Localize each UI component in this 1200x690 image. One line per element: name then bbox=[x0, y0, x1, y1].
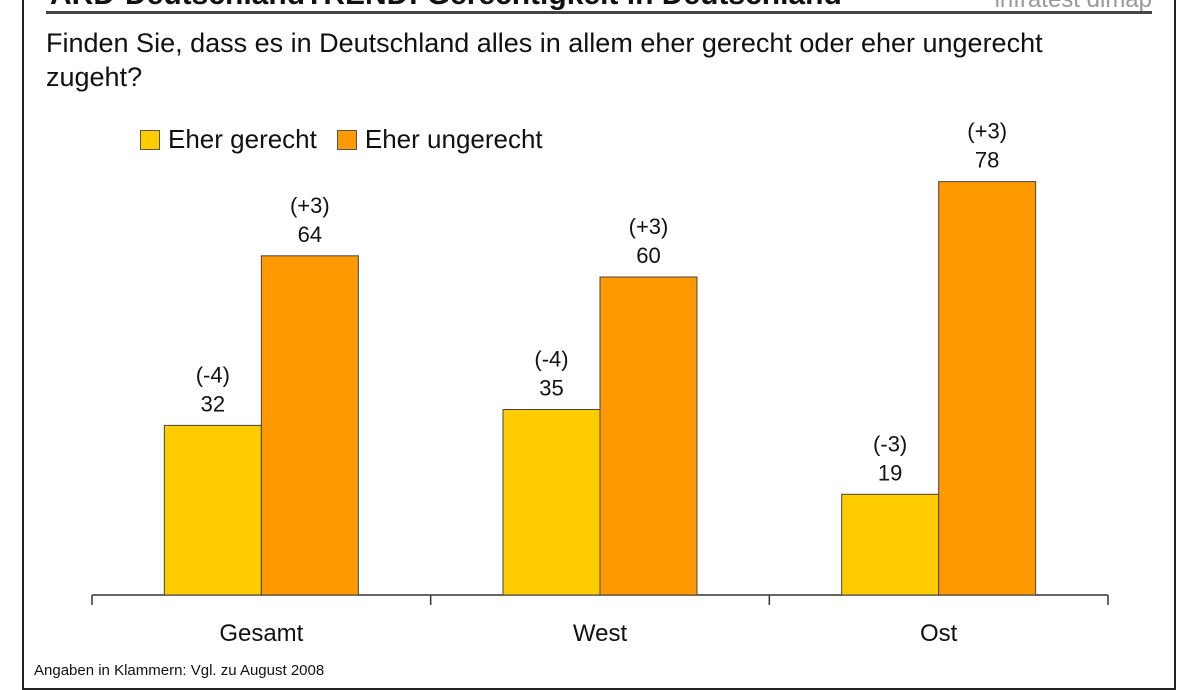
bar bbox=[260, 255, 359, 596]
data-label: 64 bbox=[298, 222, 322, 247]
change-label: (+3) bbox=[967, 119, 1007, 144]
infratest-dimap-logo: infratest dimap bbox=[995, 0, 1152, 14]
data-label: 19 bbox=[878, 460, 902, 485]
x-tick-label: Ost bbox=[920, 620, 958, 647]
bar bbox=[841, 493, 940, 596]
header-divider bbox=[46, 11, 1152, 14]
change-label: (-4) bbox=[196, 362, 230, 387]
legend-swatch bbox=[140, 129, 160, 150]
bar bbox=[163, 424, 262, 596]
footnote: Angaben in Klammern: Vgl. zu August 2008 bbox=[34, 662, 325, 679]
chart-title: Finden Sie, dass es in Deutschland alles… bbox=[46, 28, 1043, 92]
legend: Eher gerecht Eher ungerecht bbox=[140, 124, 543, 155]
x-tick-label: Gesamt bbox=[219, 620, 303, 647]
change-label: (-3) bbox=[873, 431, 907, 456]
bar bbox=[599, 276, 698, 596]
legend-label: Eher ungerecht bbox=[364, 124, 543, 154]
x-tick-label: West bbox=[573, 620, 628, 647]
change-label: (+3) bbox=[290, 193, 330, 218]
change-label: (+3) bbox=[629, 214, 669, 239]
change-label: (-4) bbox=[534, 347, 568, 372]
legend-item-eher-ungerecht: Eher ungerecht bbox=[336, 124, 543, 155]
data-label: 78 bbox=[975, 148, 999, 173]
bar-chart: Gesamt 32 (-4) 64 (+3) West 35 (-4) 60 (+3) Ost 19 (… bbox=[91, 119, 1109, 647]
legend-item-eher-gerecht: Eher gerecht bbox=[140, 124, 317, 155]
legend-swatch bbox=[336, 129, 357, 150]
legend-label: Eher gerecht bbox=[168, 124, 317, 154]
chart-header-title: ARD-DeutschlandTREND: Gerechtigkeit in D… bbox=[50, 0, 842, 12]
bar bbox=[502, 409, 601, 596]
data-label: 60 bbox=[636, 243, 660, 268]
data-label: 35 bbox=[539, 376, 563, 401]
data-label: 32 bbox=[201, 391, 225, 416]
bar bbox=[938, 181, 1037, 596]
